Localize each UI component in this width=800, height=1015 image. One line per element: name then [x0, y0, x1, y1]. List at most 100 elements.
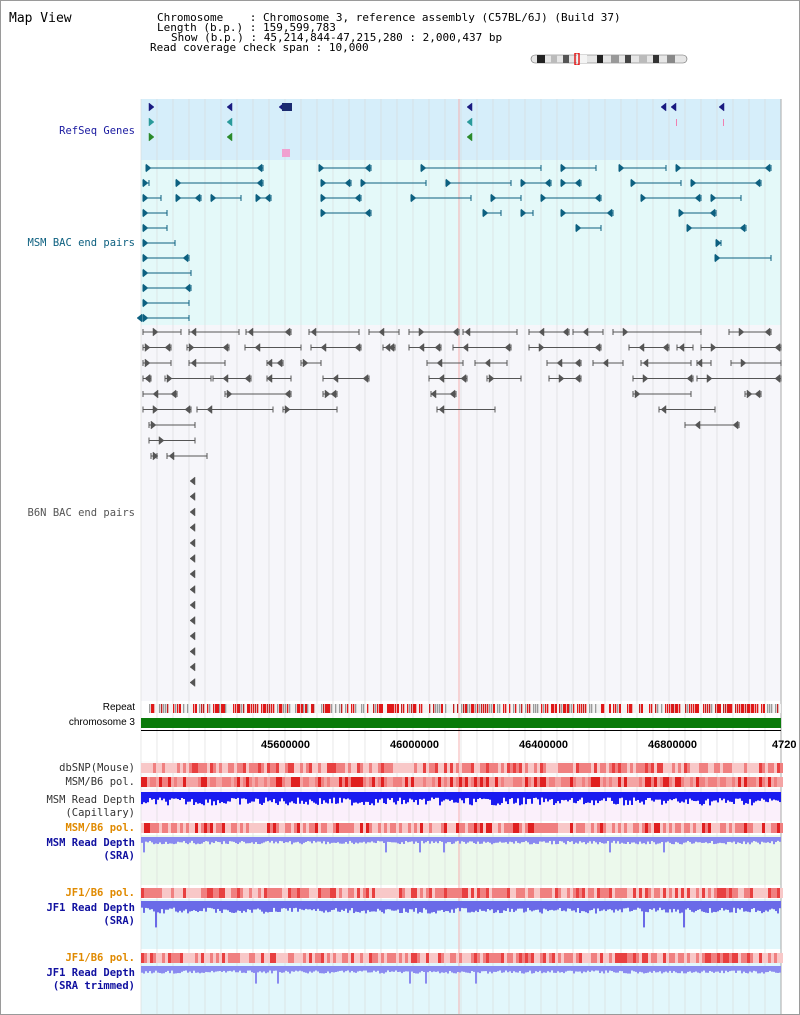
- b6n-bac-end: [189, 491, 196, 502]
- depth-bar: [375, 901, 377, 912]
- heat-cell: [519, 777, 522, 787]
- depth-bar: [509, 901, 511, 912]
- depth-bar: [337, 837, 339, 843]
- depth-bar: [719, 901, 721, 911]
- heat-cell: [534, 823, 537, 833]
- depth-bar: [255, 901, 257, 910]
- refseq-gene[interactable]: [148, 117, 155, 127]
- track-label-b6n-bac[interactable]: B6N BAC end pairs: [27, 507, 135, 519]
- refseq-gene[interactable]: [148, 132, 155, 142]
- track-label-msm-b6-pol[interactable]: MSM/B6 pol.: [65, 776, 135, 788]
- depth-bar: [465, 837, 467, 844]
- depth-bar: [729, 837, 731, 842]
- repeat-segment: [397, 704, 399, 713]
- refseq-gene[interactable]: [670, 102, 677, 112]
- b6n-bac-end: [189, 615, 196, 626]
- depth-bar: [557, 792, 559, 802]
- depth-bar: [165, 966, 167, 972]
- heat-cell: [285, 953, 288, 963]
- depth-bar: [153, 901, 155, 912]
- heat-cell: [348, 777, 351, 787]
- heat-cell: [165, 953, 168, 963]
- refseq-gene-marker[interactable]: [723, 119, 724, 126]
- depth-bar: [407, 901, 409, 913]
- msm-bac-end: [520, 208, 527, 218]
- depth-bar: [613, 901, 615, 913]
- refseq-gene[interactable]: [466, 132, 473, 142]
- heat-cell: [393, 953, 396, 963]
- depth-bar: [293, 901, 295, 909]
- repeat-segment: [673, 704, 675, 713]
- heat-cell: [444, 953, 447, 963]
- depth-bar: [145, 837, 147, 842]
- heat-cell: [336, 777, 339, 787]
- depth-bar: [453, 966, 455, 974]
- depth-bar: [641, 966, 643, 973]
- depth-bar: [455, 792, 457, 803]
- refseq-gene[interactable]: [226, 102, 233, 112]
- depth-bar: [565, 792, 567, 800]
- track-label-refseq[interactable]: RefSeq Genes: [59, 125, 135, 137]
- chromosome-ideogram[interactable]: [529, 53, 691, 65]
- heat-cell: [171, 888, 174, 898]
- heat-cell: [390, 953, 393, 963]
- depth-bar: [159, 901, 161, 914]
- refseq-gene[interactable]: [226, 117, 233, 127]
- track-label-msm-b6-pol-sra[interactable]: MSM/B6 pol.: [65, 822, 135, 834]
- repeat-segment: [151, 704, 153, 713]
- refseq-gene[interactable]: [660, 102, 667, 112]
- heat-cell: [450, 823, 453, 833]
- refseq-gene-marker[interactable]: [676, 119, 677, 126]
- depth-bar: [171, 792, 173, 799]
- heat-cell: [672, 823, 675, 833]
- depth-bar: [761, 901, 763, 914]
- refseq-gene[interactable]: [718, 102, 725, 112]
- depth-bar: [645, 792, 647, 800]
- heat-cell: [345, 763, 348, 773]
- depth-bar: [685, 792, 687, 800]
- heat-cell: [333, 777, 336, 787]
- heat-cell: [696, 763, 699, 773]
- track-label-msm-read-depth-sra[interactable]: MSM Read Depth: [46, 837, 135, 849]
- track-label-jf1-read-depth-trimmed[interactable]: JF1 Read Depth: [46, 967, 135, 979]
- heat-cell: [582, 777, 585, 787]
- depth-bar: [521, 792, 523, 805]
- depth-bar: [539, 792, 541, 805]
- refseq-gene[interactable]: [226, 132, 233, 142]
- depth-bar: [385, 966, 387, 973]
- axis-tick-label: 46400000: [519, 739, 568, 751]
- heat-cell: [300, 823, 303, 833]
- heat-cell: [294, 777, 297, 787]
- track-label-jf1-b6-pol[interactable]: JF1/B6 pol.: [65, 887, 135, 899]
- depth-bar: [523, 837, 525, 843]
- track-label-jf1-b6-pol-trimmed[interactable]: JF1/B6 pol.: [65, 952, 135, 964]
- b6n-bac-end: [732, 420, 739, 430]
- repeat-segment: [361, 704, 363, 713]
- heat-cell: [675, 763, 678, 773]
- depth-bar: [685, 901, 687, 910]
- depth-bar: [743, 966, 745, 972]
- depth-bar: [231, 837, 233, 842]
- b6n-bac-end: [574, 373, 581, 384]
- map-view-title: Map View: [9, 11, 72, 26]
- refseq-gene[interactable]: [466, 102, 473, 112]
- track-label-dbsnp[interactable]: dbSNP(Mouse): [59, 762, 135, 774]
- refseq-gene[interactable]: [148, 102, 155, 112]
- refseq-gene-block[interactable]: [282, 103, 292, 111]
- track-label-msm-read-depth-capillary[interactable]: MSM Read Depth: [46, 794, 135, 806]
- depth-bar: [499, 837, 501, 842]
- heat-cell: [351, 888, 354, 898]
- refseq-gene[interactable]: [466, 117, 473, 127]
- repeat-segment: [381, 704, 383, 713]
- repeat-segment: [353, 704, 355, 713]
- heat-cell: [771, 823, 774, 833]
- repeat-segment: [571, 704, 573, 713]
- heat-cell: [681, 953, 684, 963]
- track-label-jf1-read-depth-sra[interactable]: JF1 Read Depth: [46, 902, 135, 914]
- heat-cell: [402, 763, 405, 773]
- track-label-msm-bac[interactable]: MSM BAC end pairs: [27, 237, 135, 249]
- repeat-segment: [285, 704, 287, 713]
- refseq-gene-marker[interactable]: [282, 149, 290, 157]
